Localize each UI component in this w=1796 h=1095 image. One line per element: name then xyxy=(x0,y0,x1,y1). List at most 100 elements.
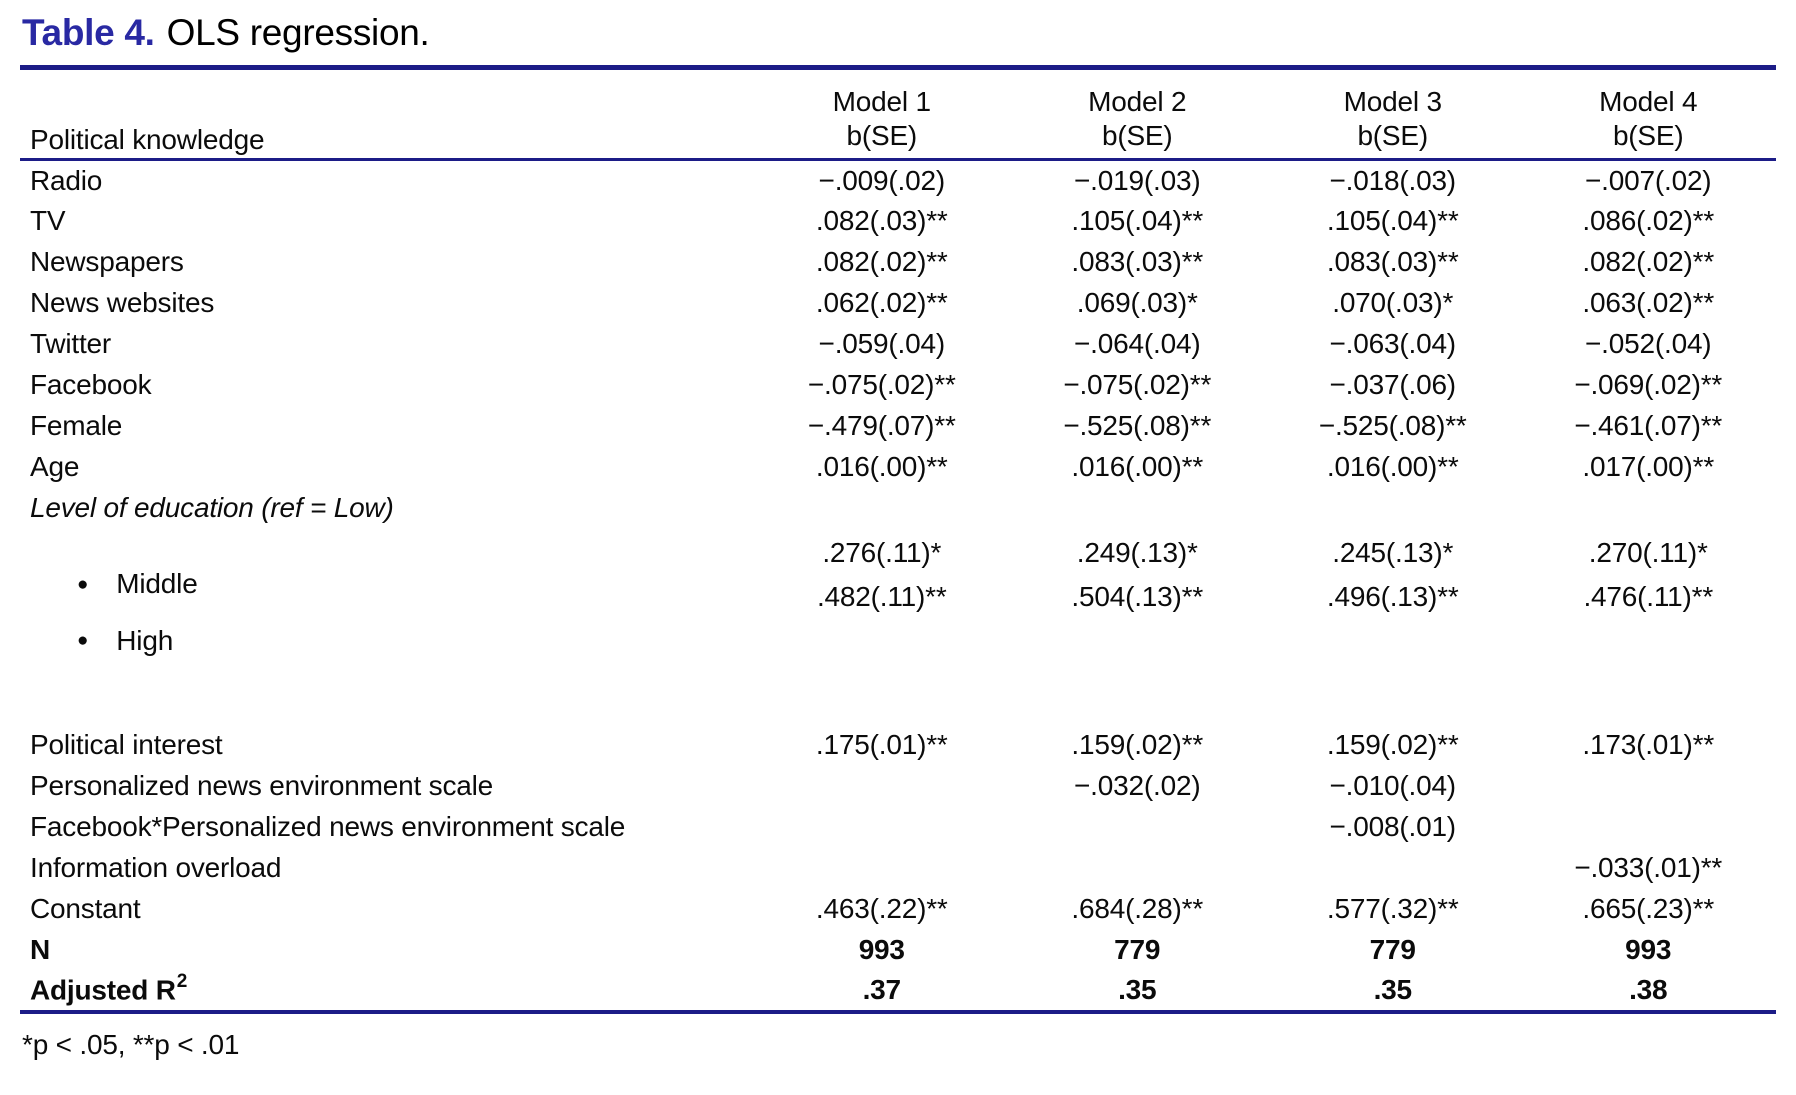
cell-value xyxy=(754,488,1009,529)
cell-value: .249(.13)* xyxy=(1076,536,1198,568)
table-row: News websites .062(.02)** .069(.03)* .070(.… xyxy=(20,283,1776,324)
row-label: ● Middle xyxy=(20,529,754,599)
header-row-stat: b(SE) b(SE) b(SE) b(SE) xyxy=(20,119,1776,161)
cell-value: .082(.02)** xyxy=(815,246,948,277)
cell-value xyxy=(1010,488,1265,529)
cell-value: .083(.03)** xyxy=(1071,246,1204,277)
table-row: TV .082(.03)** .105(.04)** .105(.04)** .086(… xyxy=(20,201,1776,242)
cell-value: .016(.00)** xyxy=(815,451,948,482)
cell-value: .063(.02)** xyxy=(1582,287,1715,318)
row-label: TV xyxy=(20,201,754,242)
cell-value: .35 xyxy=(1009,970,1265,1014)
row-label: Information overload xyxy=(20,848,754,889)
cell-value: −.037(.06) xyxy=(1329,369,1457,400)
cell-value: .37 xyxy=(754,970,1010,1014)
cell-value: −.018(.03) xyxy=(1329,164,1457,196)
cell-value: −.019(.03) xyxy=(1074,164,1201,196)
cell-value xyxy=(1520,807,1776,848)
cell-value: .082(.02)** xyxy=(1582,246,1715,277)
row-label-text: Radio xyxy=(30,164,103,196)
cell-value: .482(.11)** xyxy=(816,581,947,612)
cell-value: −.069(.02)** xyxy=(1574,369,1723,400)
table-number: Table 4. xyxy=(22,12,155,53)
row-label-text: Personalized news environment scale xyxy=(30,770,494,801)
row-label-text: Middle xyxy=(116,568,198,600)
cell-value: 993 xyxy=(858,934,905,965)
cell-value: .105(.04)** xyxy=(1326,205,1459,236)
stat-header: b(SE) xyxy=(1520,119,1776,161)
table-row: Newspapers .082(.02)** .083(.03)** .083(.03… xyxy=(20,242,1776,283)
table-caption: OLS regression. xyxy=(166,12,430,53)
cell-value: −.052(.04) xyxy=(1585,328,1712,359)
cell-value xyxy=(1265,618,1520,725)
row-label-text: Adjusted R xyxy=(30,974,176,1006)
row-label: N xyxy=(20,930,754,971)
cell-value: .35 xyxy=(1264,970,1521,1014)
cell-value: .665(.23)** xyxy=(1582,893,1715,924)
cell-value: .159(.02)** xyxy=(1071,729,1204,760)
bullet-icon: ● xyxy=(77,630,89,652)
regression-table: Political knowledge Model 1 Model 2 Mode… xyxy=(20,65,1776,1014)
row-label: Personalized news environment scale xyxy=(20,766,754,807)
cell-value: 779 xyxy=(1114,934,1161,965)
stat-header: b(SE) xyxy=(754,119,1010,161)
row-label-text: TV xyxy=(30,205,66,236)
cell-value xyxy=(1010,618,1265,725)
column-header-model-4: Model 4 xyxy=(1599,85,1698,117)
table-row: Information overload −.033(.01)** xyxy=(20,848,1776,889)
cell-value: −.033(.01)** xyxy=(1574,852,1723,883)
column-header-model-3: Model 3 xyxy=(1343,85,1442,117)
row-label-text: Information overload xyxy=(30,852,282,883)
cell-value: .086(.02)** xyxy=(1582,205,1715,236)
cell-value xyxy=(754,618,1009,725)
cell-value: .175(.01)** xyxy=(815,729,948,760)
cell-value: .276(.11)* xyxy=(822,536,942,568)
table-row: ● High .482(.11)** .504(.13)** .496(.13)** .4… xyxy=(20,577,1776,656)
row-label: ● High xyxy=(20,577,754,656)
cell-value: .016(.00)** xyxy=(1326,451,1459,482)
cell-value: −.007(.02) xyxy=(1585,164,1712,196)
row-label: Radio xyxy=(20,160,754,201)
cell-value: −.059(.04) xyxy=(818,328,946,359)
cell-value: −.479(.07)** xyxy=(807,410,956,441)
cell-value xyxy=(754,766,1009,807)
row-label-text: Twitter xyxy=(30,328,112,359)
row-label-text: Newspapers xyxy=(30,246,184,277)
cell-value: .38 xyxy=(1520,970,1776,1014)
table-row: Personalized news environment scale −.032… xyxy=(20,766,1776,807)
table-row: Facebook*Personalized news environment s… xyxy=(20,807,1776,848)
table-row: Level of education (ref = Low) xyxy=(20,488,1776,529)
cell-value: .083(.03)** xyxy=(1326,246,1459,277)
cell-value xyxy=(1010,807,1265,848)
cell-value: .017(.00)** xyxy=(1582,451,1715,482)
row-label-text: Level of education (ref = Low) xyxy=(30,492,394,523)
column-header-model-1: Model 1 xyxy=(832,85,931,117)
cell-value: −.063(.04) xyxy=(1329,328,1457,359)
table-row: Political interest .175(.01)** .159(.02)**… xyxy=(20,725,1776,766)
cell-value: .476(.11)** xyxy=(1583,581,1714,612)
cell-value: .577(.32)** xyxy=(1326,893,1459,924)
table-row: N 993 779 779 993 xyxy=(20,930,1776,971)
cell-value xyxy=(1265,848,1520,889)
row-label: Age xyxy=(20,447,754,488)
row-label: Female xyxy=(20,406,754,447)
cell-value: 779 xyxy=(1369,934,1416,965)
table-title: Table 4. OLS regression. xyxy=(22,10,1776,56)
cell-value: −.008(.01) xyxy=(1329,811,1457,842)
row-label-text: High xyxy=(116,624,174,656)
cell-value xyxy=(1265,488,1520,529)
row-label-text: Facebook xyxy=(30,369,152,400)
cell-value xyxy=(1520,766,1776,807)
header-row-models: Political knowledge Model 1 Model 2 Mode… xyxy=(20,67,1776,161)
cell-value: .159(.02)** xyxy=(1326,729,1459,760)
cell-value xyxy=(1520,618,1776,725)
row-label: Adjusted R2 xyxy=(20,970,755,1014)
table-body: Radio −.009(.02) −.019(.03) −.018(.03) −.007… xyxy=(20,160,1776,1014)
table-header: Political knowledge Model 1 Model 2 Mode… xyxy=(20,67,1776,161)
row-label-text: Female xyxy=(30,410,123,441)
bulleted-label: ● Middle xyxy=(30,568,198,600)
cell-value: .463(.22)** xyxy=(815,893,948,924)
table-row: Female −.479(.07)** −.525(.08)** −.525(.08)… xyxy=(20,406,1776,447)
cell-value: .062(.02)** xyxy=(815,287,948,318)
